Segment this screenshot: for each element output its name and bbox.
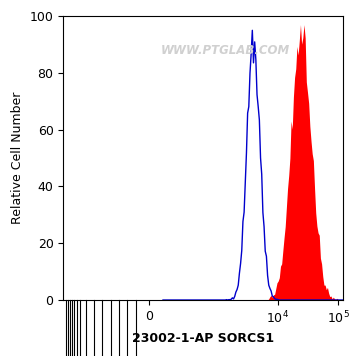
Y-axis label: Relative Cell Number: Relative Cell Number — [11, 92, 24, 224]
X-axis label: 23002-1-AP SORCS1: 23002-1-AP SORCS1 — [132, 332, 274, 345]
Text: WWW.PTGLAB.COM: WWW.PTGLAB.COM — [161, 44, 290, 57]
